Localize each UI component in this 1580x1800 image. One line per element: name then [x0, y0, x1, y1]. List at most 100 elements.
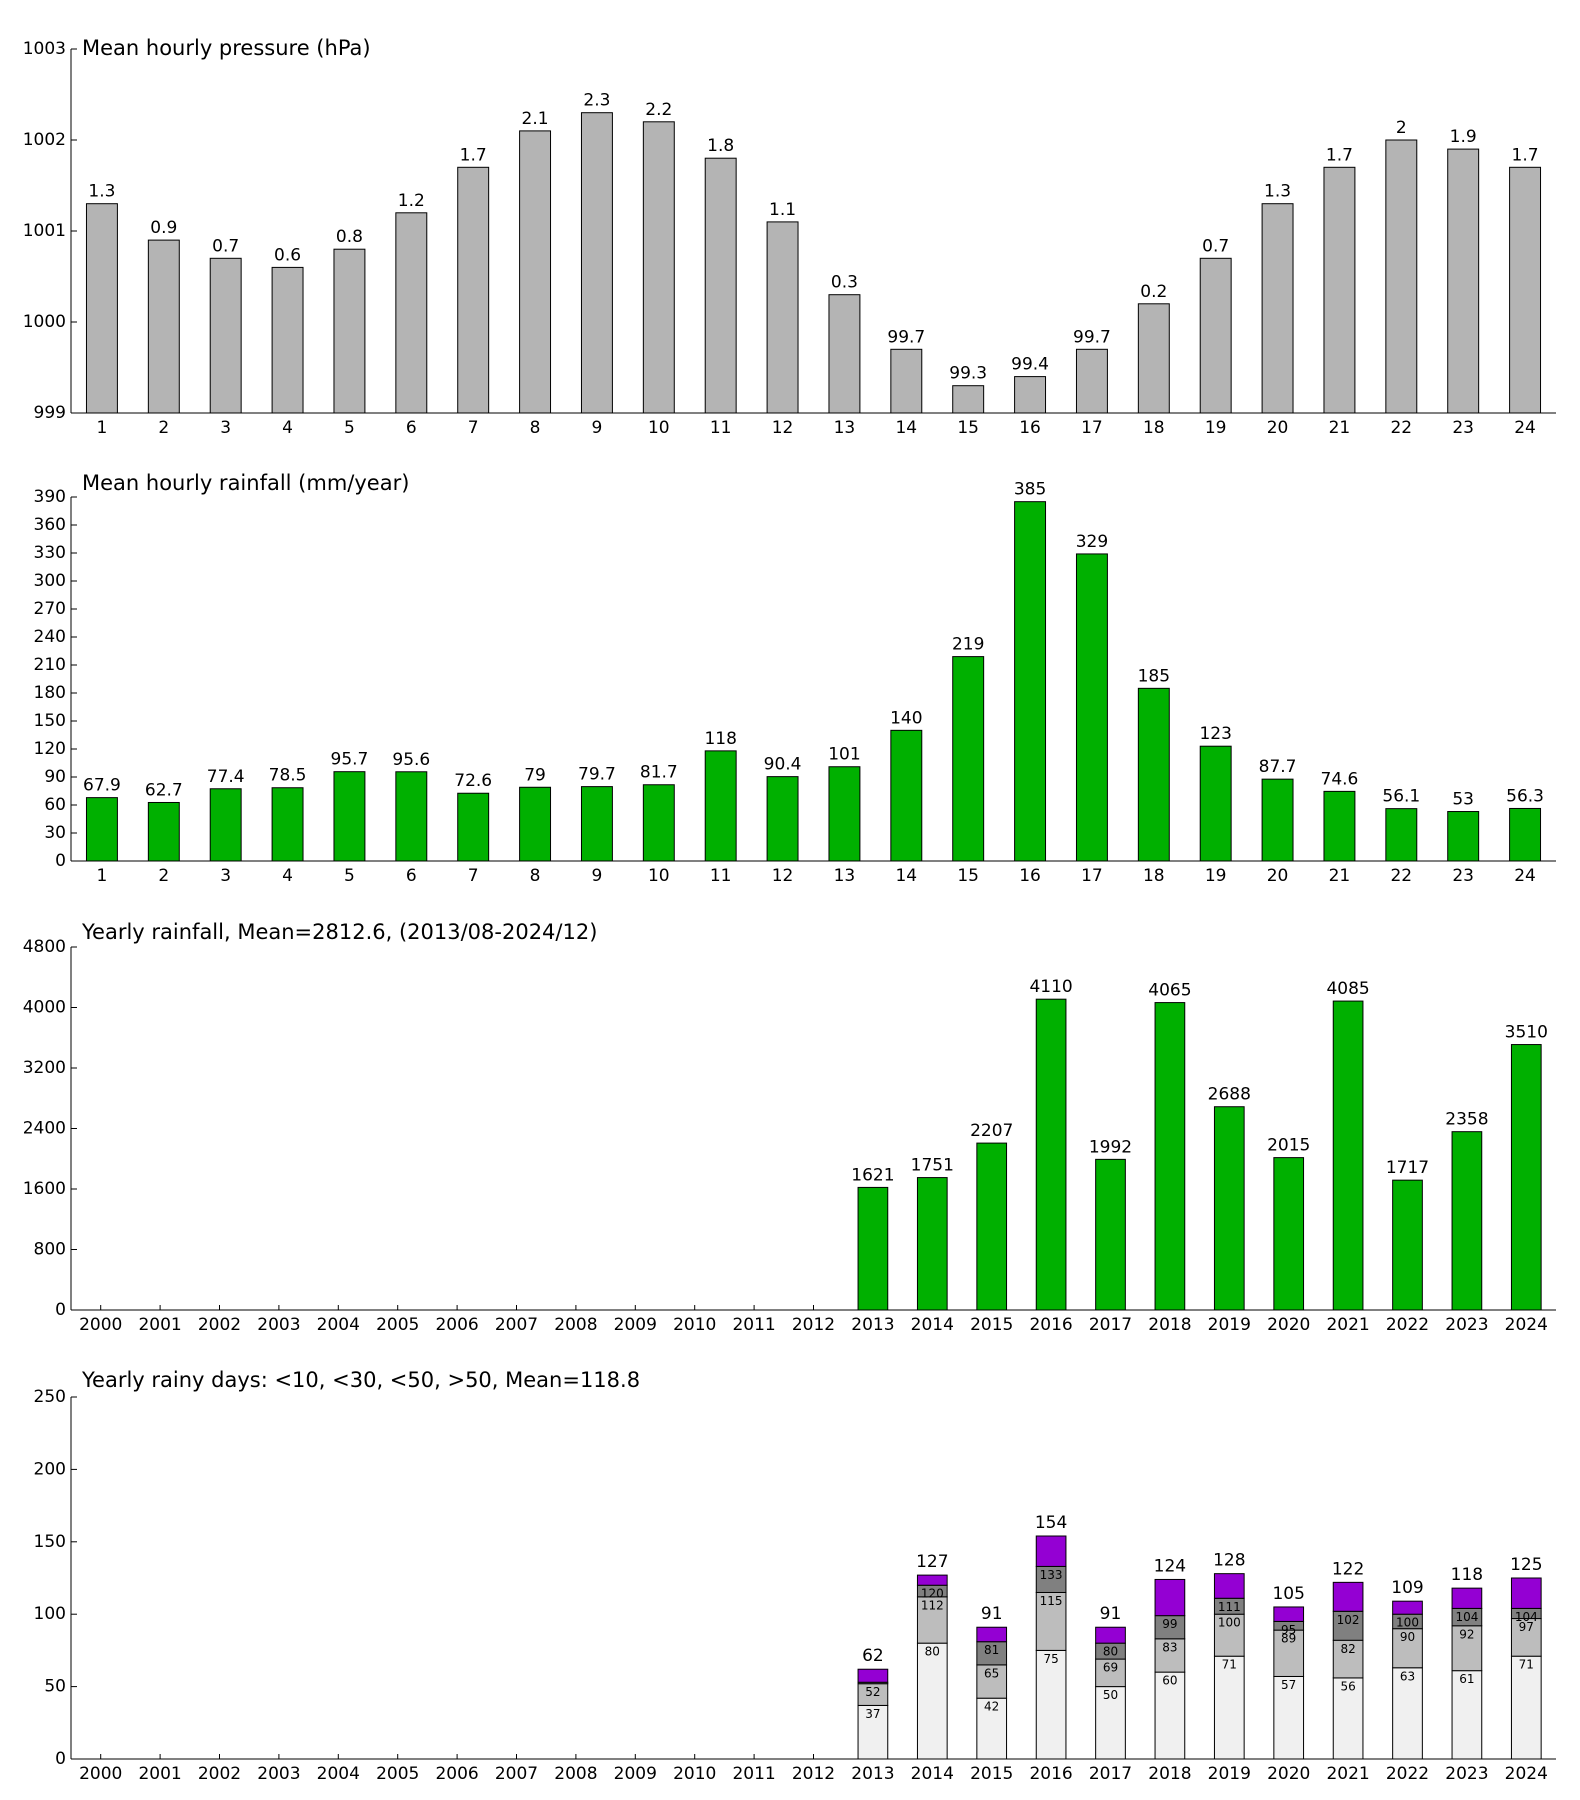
x-tick-label: 2013	[851, 1764, 894, 1784]
value-label: 1.7	[460, 145, 487, 165]
value-label: 67.9	[83, 776, 121, 796]
y-tick-label: 0	[55, 1749, 66, 1769]
bar	[890, 729, 923, 862]
y-tick-label: 90	[44, 767, 66, 787]
segment-label: 95	[1281, 1623, 1296, 1637]
y-tick-label: 330	[34, 543, 66, 563]
value-label: 81.7	[640, 763, 678, 783]
bar	[333, 771, 366, 862]
bar-segment	[1392, 1628, 1423, 1669]
bar-segment	[1273, 1675, 1305, 1760]
bar-segment	[1035, 1591, 1067, 1651]
segment-label: 120	[921, 1587, 944, 1601]
total-label: 118	[1451, 1565, 1483, 1585]
bar-segment	[1035, 1535, 1067, 1567]
bar	[1075, 348, 1108, 414]
x-tick-label: 2003	[257, 1315, 300, 1335]
segment-label: 89	[1281, 1632, 1296, 1646]
y-tick-label: 0	[55, 1300, 66, 1320]
value-label: 1.9	[1450, 127, 1477, 147]
value-label: 219	[952, 635, 984, 655]
value-label: 1.3	[1264, 182, 1291, 202]
x-tick-label: 2	[158, 418, 169, 438]
bar-segment	[1332, 1677, 1364, 1760]
total-label: 125	[1510, 1555, 1542, 1575]
segment-label: 65	[984, 1666, 999, 1680]
total-label: 91	[981, 1604, 1003, 1624]
bar-segment	[1154, 1578, 1186, 1617]
bar	[457, 792, 490, 862]
bar	[1137, 303, 1170, 414]
x-tick-label: 13	[834, 418, 856, 438]
x-tick-label: 12	[772, 866, 794, 886]
x-tick-label: 2009	[614, 1315, 657, 1335]
x-tick-label: 9	[592, 866, 603, 886]
x-tick-label: 2005	[376, 1764, 419, 1784]
bar-segment	[1510, 1618, 1542, 1657]
bar	[395, 771, 428, 862]
x-tick-label: 2007	[495, 1764, 538, 1784]
x-tick-label: 2012	[792, 1315, 835, 1335]
segment-label: 81	[984, 1643, 999, 1657]
value-label: 62.7	[145, 780, 183, 800]
x-tick-label: 5	[344, 418, 355, 438]
segment-label: 69	[1103, 1661, 1118, 1675]
bar-segment	[1213, 1655, 1245, 1760]
segment-label: 82	[1340, 1642, 1355, 1656]
y-tick-label: 999	[34, 403, 66, 423]
bar-segment	[1451, 1587, 1483, 1609]
bar	[395, 212, 428, 414]
value-label: 2	[1396, 118, 1407, 138]
bar	[1447, 148, 1480, 414]
y-tick-label: 210	[34, 655, 66, 675]
bar	[1392, 1179, 1423, 1311]
bar-segment	[916, 1574, 948, 1586]
x-tick-label: 2005	[376, 1315, 419, 1335]
total-label: 127	[916, 1552, 948, 1572]
value-label: 0.3	[831, 273, 858, 293]
value-label: 1.3	[88, 182, 115, 202]
bar-segment	[1392, 1667, 1423, 1760]
x-tick-label: 2000	[79, 1315, 122, 1335]
x-tick-label: 2016	[1029, 1764, 1072, 1784]
x-tick-label: 2011	[732, 1315, 775, 1335]
x-tick-label: 6	[406, 866, 417, 886]
value-label: 2.3	[583, 91, 610, 111]
bar	[1447, 811, 1480, 862]
value-label: 2358	[1445, 1110, 1488, 1130]
value-label: 0.8	[336, 227, 363, 247]
bar	[147, 801, 180, 862]
bar	[147, 239, 180, 414]
y-tick-label: 100	[34, 1604, 66, 1624]
x-tick-label: 2004	[317, 1764, 360, 1784]
y-tick-label: 150	[34, 1532, 66, 1552]
x-tick-label: 2018	[1148, 1315, 1191, 1335]
value-label: 79	[524, 765, 546, 785]
bar	[1509, 807, 1542, 862]
y-tick-label: 2400	[23, 1119, 66, 1139]
x-tick-label: 2019	[1208, 1315, 1251, 1335]
value-label: 79.7	[578, 765, 616, 785]
x-tick-label: 2014	[911, 1764, 954, 1784]
bar	[271, 266, 304, 414]
bar	[766, 776, 799, 862]
bar	[766, 221, 799, 414]
segment-label: 60	[1162, 1674, 1177, 1688]
value-label: 0.9	[150, 218, 177, 238]
bar	[1261, 778, 1294, 862]
x-tick-label: 16	[1019, 866, 1041, 886]
bar-segment	[916, 1642, 948, 1760]
value-label: 123	[1199, 724, 1231, 744]
segment-label: 104	[1515, 1610, 1538, 1624]
y-tick-label: 0	[55, 851, 66, 871]
x-tick-label: 8	[530, 866, 541, 886]
bar	[1510, 1044, 1542, 1311]
x-tick-label: 21	[1329, 418, 1351, 438]
bar-segment	[1213, 1573, 1245, 1599]
bar-segment	[1273, 1606, 1305, 1622]
bar	[890, 348, 923, 414]
x-tick-label: 12	[772, 418, 794, 438]
x-tick-label: 2018	[1148, 1764, 1191, 1784]
segment-label: 102	[1337, 1613, 1360, 1627]
total-label: 105	[1272, 1584, 1304, 1604]
